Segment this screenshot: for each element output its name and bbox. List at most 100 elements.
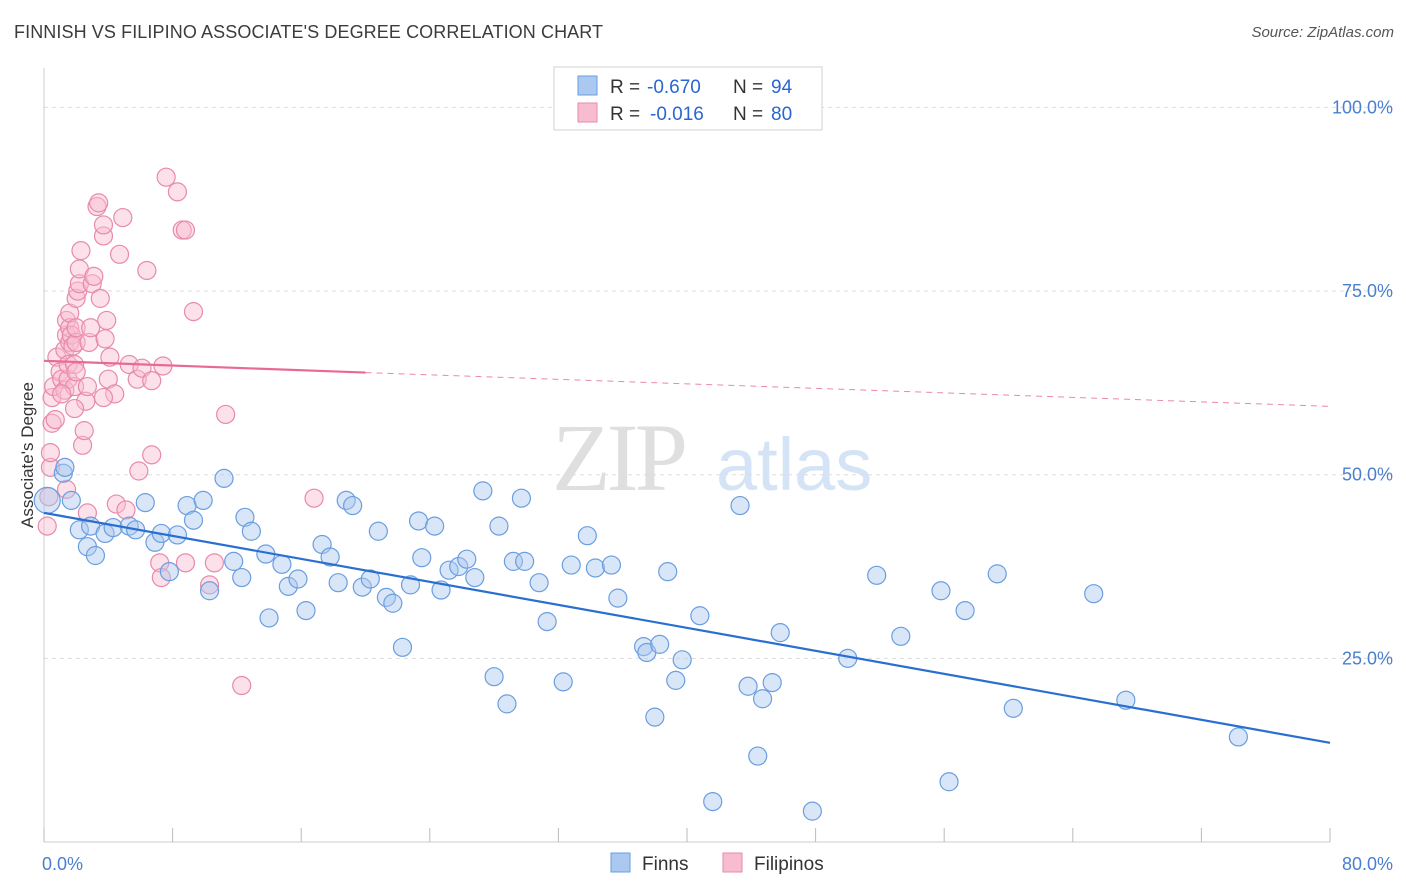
legend-swatch-filipinos bbox=[577, 102, 598, 123]
filipinos-point-0 bbox=[37, 516, 57, 536]
chart-title: FINNISH VS FILIPINO ASSOCIATE'S DEGREE C… bbox=[14, 22, 604, 42]
filipinos-point-4 bbox=[42, 413, 62, 433]
finns-point-46 bbox=[425, 516, 445, 536]
filipinos-point-11 bbox=[55, 380, 75, 400]
filipinos-point-46 bbox=[97, 310, 117, 331]
finns-point-82 bbox=[802, 801, 822, 821]
filipinos-points bbox=[37, 167, 324, 696]
finns-point-72 bbox=[666, 670, 686, 690]
filipinos-point-49 bbox=[105, 384, 125, 404]
filipinos-trend-line bbox=[43, 359, 366, 374]
finns-point-54 bbox=[489, 516, 509, 536]
filipinos-point-70 bbox=[64, 398, 85, 419]
finns-point-39 bbox=[368, 521, 388, 541]
filipinos-point-58 bbox=[156, 167, 176, 187]
filipinos-point-67 bbox=[304, 488, 324, 508]
finns-point-80 bbox=[762, 672, 782, 693]
finns-trend-line bbox=[43, 511, 1331, 744]
finns-point-69 bbox=[645, 707, 665, 727]
filipinos-point-77 bbox=[142, 371, 162, 391]
bottom-legend-filipinos: Filipinos bbox=[754, 854, 824, 875]
filipinos-point-24 bbox=[66, 362, 86, 382]
finns-point-74 bbox=[690, 606, 710, 626]
finns-point-22 bbox=[224, 551, 244, 571]
filipinos-point-64 bbox=[204, 553, 224, 573]
filipinos-point-23 bbox=[64, 354, 85, 375]
watermark-atlas: atlas bbox=[716, 423, 872, 506]
finns-point-38 bbox=[360, 569, 380, 589]
filipinos-point-45 bbox=[95, 329, 115, 349]
filipinos-point-75 bbox=[127, 369, 147, 389]
filipinos-point-50 bbox=[109, 244, 130, 264]
filipinos-point-44 bbox=[93, 215, 114, 235]
filipinos-point-79 bbox=[175, 553, 196, 573]
axes bbox=[43, 68, 1331, 843]
finns-point-56 bbox=[503, 551, 523, 571]
finns-point-25 bbox=[241, 521, 261, 541]
y-tick-label-1: 75.0% bbox=[1342, 281, 1393, 301]
filipinos-point-37 bbox=[81, 318, 101, 338]
filipinos-point-41 bbox=[89, 193, 109, 213]
legend-r-value-filipinos: -0.016 bbox=[650, 104, 704, 125]
y-tick-label-0: 100.0% bbox=[1332, 97, 1393, 117]
finns-point-34 bbox=[328, 573, 348, 593]
finns-point-42 bbox=[392, 637, 413, 657]
filipinos-point-7 bbox=[45, 409, 65, 430]
finns-point-48 bbox=[439, 560, 459, 580]
bottom-swatch-finns bbox=[610, 852, 631, 873]
legend-r-value-finns: -0.670 bbox=[647, 77, 701, 98]
filipinos-point-62 bbox=[183, 302, 204, 322]
finns-point-85 bbox=[891, 626, 911, 646]
finns-point-93 bbox=[1228, 727, 1248, 747]
finns-point-57 bbox=[511, 488, 532, 508]
legend-n-label-filipinos: N = bbox=[733, 104, 763, 125]
finns-point-15 bbox=[159, 562, 179, 582]
finns-point-51 bbox=[465, 567, 485, 588]
legend-n-value-filipinos: 80 bbox=[771, 104, 792, 125]
finns-point-24 bbox=[235, 507, 255, 527]
finns-point-63 bbox=[577, 526, 597, 546]
finns-point-9 bbox=[103, 517, 123, 538]
filipinos-point-42 bbox=[90, 288, 110, 308]
finns-point-89 bbox=[987, 564, 1007, 584]
filipinos-point-43 bbox=[93, 226, 114, 246]
finns-point-50 bbox=[457, 549, 477, 569]
finns-point-60 bbox=[537, 612, 557, 632]
filipinos-point-36 bbox=[79, 332, 99, 353]
finns-point-55 bbox=[497, 694, 517, 714]
finns-point-84 bbox=[867, 565, 887, 585]
finns-point-52 bbox=[473, 481, 493, 501]
finns-point-3 bbox=[61, 490, 81, 511]
x-tick-max: 80.0% bbox=[1342, 854, 1393, 874]
series-legend: Finns Filipinos bbox=[610, 852, 824, 875]
finns-point-91 bbox=[1084, 584, 1104, 604]
finns-point-19 bbox=[193, 490, 213, 511]
y-axis-label: Associate's Degree bbox=[18, 382, 37, 528]
finns-point-53 bbox=[484, 667, 504, 687]
filipinos-point-39 bbox=[84, 266, 104, 286]
finns-point-23 bbox=[232, 567, 252, 588]
y-tick-label-2: 50.0% bbox=[1342, 465, 1393, 485]
finns-point-33 bbox=[320, 547, 340, 567]
finns-point-45 bbox=[412, 548, 432, 568]
finns-point-76 bbox=[730, 495, 750, 516]
finns-point-37 bbox=[352, 577, 372, 597]
y-tick-label-3: 25.0% bbox=[1342, 648, 1393, 668]
finns-point-4 bbox=[69, 520, 89, 540]
filipinos-point-72 bbox=[93, 387, 114, 408]
filipinos-point-38 bbox=[82, 274, 102, 294]
finns-point-49 bbox=[449, 556, 469, 577]
finns-point-31 bbox=[296, 600, 316, 621]
legend-r-label-filipinos: R = bbox=[610, 104, 640, 125]
finns-point-73 bbox=[672, 650, 692, 670]
finns-point-28 bbox=[272, 554, 292, 574]
y-tick-labels: 100.0% 75.0% 50.0% 25.0% bbox=[1332, 97, 1393, 668]
finns-point-64 bbox=[585, 558, 605, 578]
finns-point-70 bbox=[650, 634, 670, 654]
finns-point-62 bbox=[561, 555, 581, 575]
filipinos-point-32 bbox=[72, 435, 93, 455]
stats-legend: R = -0.670 N = 94 R = -0.016 N = 80 bbox=[553, 66, 823, 131]
finns-point-79 bbox=[752, 689, 773, 709]
finns-point-86 bbox=[931, 581, 951, 601]
